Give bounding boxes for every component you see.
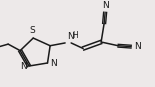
Text: N: N (67, 32, 74, 41)
Text: N: N (134, 42, 141, 51)
Text: S: S (29, 26, 35, 35)
Text: N: N (102, 1, 108, 10)
Text: N: N (51, 59, 57, 68)
Text: N: N (20, 62, 27, 71)
Text: H: H (72, 31, 78, 40)
